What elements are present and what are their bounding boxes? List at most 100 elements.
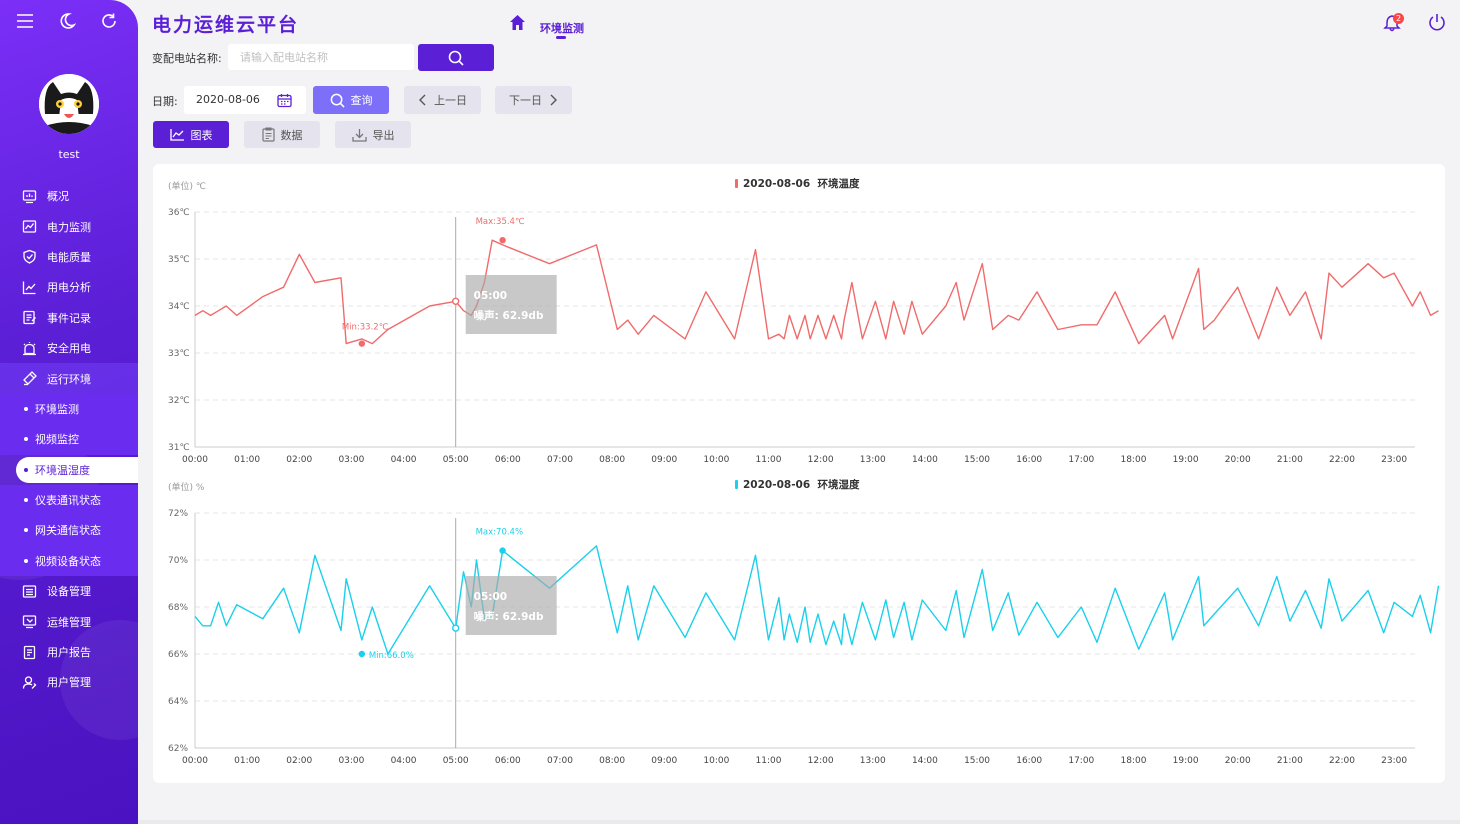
x-tick-label: 21:00 xyxy=(1277,756,1303,766)
avatar[interactable] xyxy=(39,74,99,134)
tab-chart[interactable]: 图表 xyxy=(153,121,229,148)
sidebar-item-label: 用户报告 xyxy=(47,646,91,660)
min-marker-label: Min:33.2℃ xyxy=(342,323,389,333)
moon-icon[interactable] xyxy=(58,12,76,30)
hover-point xyxy=(451,297,460,306)
sidebar-item[interactable]: 用户管理 xyxy=(0,667,138,697)
sidebar-item[interactable]: 安全用电 xyxy=(0,333,138,363)
max-marker-label: Max:70.4% xyxy=(476,528,523,538)
y-tick-label: 64% xyxy=(168,697,188,707)
x-tick-label: 04:00 xyxy=(391,756,417,766)
sidebar-subitem-label: 环境监测 xyxy=(35,402,79,416)
app-title: 电力运维云平台 xyxy=(152,14,300,36)
tooltip-box xyxy=(465,576,557,635)
query-button[interactable]: 查询 xyxy=(313,86,389,114)
nav-tab-indicator xyxy=(556,36,566,39)
list-icon xyxy=(22,585,37,598)
x-tick-label: 11:00 xyxy=(756,756,782,766)
x-tick-label: 03:00 xyxy=(338,455,364,465)
sidebar-item[interactable]: 概况 xyxy=(0,181,138,211)
environment-charts[interactable]: (单位) ℃ 2020-08-06 环境温度 31℃ 32℃ 33℃ 34℃ 35℃ 36℃ 0… xyxy=(153,164,1445,783)
legend-marker xyxy=(735,480,738,489)
sidebar-item[interactable]: 事件记录 xyxy=(0,303,138,333)
sidebar-item[interactable]: 设备管理 xyxy=(0,576,138,606)
sidebar-subitem-label: 仪表通讯状态 xyxy=(35,494,101,508)
min-marker xyxy=(358,340,366,347)
sidebar-subitem[interactable]: 视频设备状态 xyxy=(0,545,138,577)
tooltip-time: 05:00 xyxy=(474,290,507,302)
sidebar-subitem-label: 网关通信状态 xyxy=(35,524,101,538)
sidebar-item[interactable]: 用电分析 xyxy=(0,272,138,302)
sidebar-item-label: 安全用电 xyxy=(47,342,91,356)
trend-icon xyxy=(22,281,36,295)
export-button[interactable]: 导出 xyxy=(335,121,411,148)
sidebar-item-label: 概况 xyxy=(47,190,69,204)
sidebar-subitem-label: 视频设备状态 xyxy=(35,554,101,568)
record-icon xyxy=(23,311,36,325)
cat-avatar-image xyxy=(39,74,99,134)
x-tick-label: 20:00 xyxy=(1225,756,1251,766)
sidebar-subitem[interactable]: 网关通信状态 xyxy=(0,515,138,546)
y-unit-label: (单位) % xyxy=(168,481,205,493)
x-tick-label: 12:00 xyxy=(808,455,834,465)
sidebar-subitem[interactable]: 视频监控 xyxy=(0,424,138,455)
query-label: 查询 xyxy=(350,94,373,107)
nav-tab-environment[interactable]: 环境监测 xyxy=(540,22,584,35)
x-tick-label: 06:00 xyxy=(495,756,521,766)
home-icon[interactable] xyxy=(509,14,526,31)
sidebar-subitem[interactable]: 环境监测 xyxy=(0,393,138,425)
prev-day-button[interactable]: 上一日 xyxy=(404,86,481,114)
x-tick-label: 09:00 xyxy=(651,756,677,766)
sidebar-item[interactable]: 电能质量 xyxy=(0,242,138,272)
station-search-input[interactable] xyxy=(228,44,414,70)
x-tick-label: 15:00 xyxy=(964,455,990,465)
x-tick-label: 09:00 xyxy=(651,455,677,465)
series-line xyxy=(194,239,1439,345)
bullet-icon xyxy=(24,406,28,411)
x-tick-label: 13:00 xyxy=(860,455,886,465)
x-tick-label: 21:00 xyxy=(1277,455,1303,465)
x-tick-label: 02:00 xyxy=(286,756,312,766)
dashboard-icon xyxy=(22,190,37,203)
x-tick-label: 00:00 xyxy=(182,756,208,766)
tooltip-value: 噪声: 62.9db xyxy=(474,610,544,623)
date-picker[interactable]: 2020-08-06 xyxy=(184,86,306,114)
y-tick-label: 70% xyxy=(168,556,188,566)
x-tick-label: 08:00 xyxy=(599,756,625,766)
sidebar-item[interactable]: 运维管理 xyxy=(0,606,138,636)
sidebar-item[interactable]: 用户报告 xyxy=(0,637,138,667)
sidebar-item[interactable]: 电力监测 xyxy=(0,211,138,241)
date-value: 2020-08-06 xyxy=(196,93,260,106)
power-icon[interactable] xyxy=(1428,13,1446,31)
notification-badge: 2 xyxy=(1393,13,1404,24)
bottom-scrollbar[interactable] xyxy=(138,820,1460,824)
x-tick-label: 23:00 xyxy=(1381,756,1407,766)
station-search-button[interactable] xyxy=(418,44,494,71)
prev-day-label: 上一日 xyxy=(434,94,467,107)
search-icon xyxy=(448,50,464,66)
tab-data[interactable]: 数据 xyxy=(244,121,320,148)
sidebar-subitem[interactable]: 仪表通讯状态 xyxy=(0,484,138,516)
x-tick-label: 02:00 xyxy=(286,455,312,465)
x-tick-label: 04:00 xyxy=(391,455,417,465)
menu-icon[interactable] xyxy=(16,12,34,30)
y-tick-label: 66% xyxy=(168,650,188,660)
line-chart-icon xyxy=(169,129,184,141)
next-day-button[interactable]: 下一日 xyxy=(495,86,572,114)
monitor-chart-icon xyxy=(22,220,37,233)
chevron-left-icon xyxy=(419,94,426,106)
x-tick-label: 19:00 xyxy=(1173,756,1199,766)
sidebar-item-label: 运行环境 xyxy=(47,372,91,386)
min-marker-label: Min:66.0% xyxy=(369,651,414,661)
x-tick-label: 10:00 xyxy=(703,756,729,766)
legend-marker xyxy=(735,179,738,188)
sidebar-subitem[interactable]: 环境温湿度 xyxy=(0,455,138,485)
y-unit-label: (单位) ℃ xyxy=(168,180,206,192)
calendar-icon[interactable] xyxy=(277,93,292,108)
sidebar-item-label: 运维管理 xyxy=(47,615,91,629)
x-tick-label: 03:00 xyxy=(338,756,364,766)
sidebar-item[interactable]: 运行环境 xyxy=(0,363,138,394)
x-tick-label: 14:00 xyxy=(912,756,938,766)
refresh-icon[interactable] xyxy=(100,12,118,30)
bullet-icon xyxy=(24,437,28,442)
